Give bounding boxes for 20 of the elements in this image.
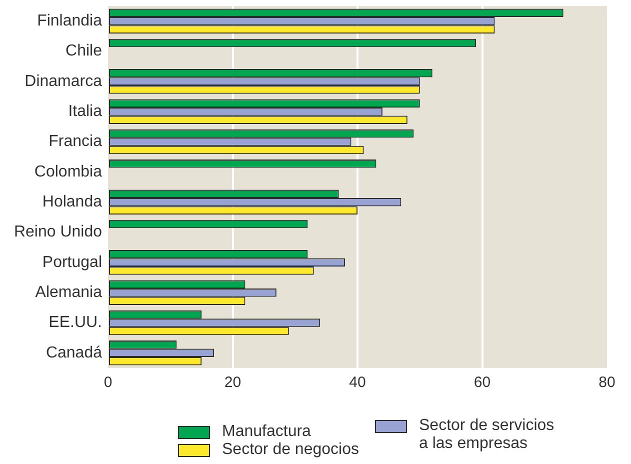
y-tick-label: Italia [68, 102, 102, 120]
legend-label: Sector de servicios a las empresas [419, 417, 556, 453]
y-tick-label: Chile [66, 42, 102, 60]
x-tick-label: 40 [349, 374, 366, 392]
y-tick-label: EE.UU. [48, 314, 102, 332]
y-tick-label: Dinamarca [24, 72, 102, 90]
x-tick-label: 20 [224, 374, 242, 392]
y-tick-label: Portugal [42, 254, 102, 271]
y-tick-label: Canadá [46, 344, 102, 362]
y-tick-label: Alemania [35, 284, 102, 301]
y-tick-label: Francia [48, 133, 102, 150]
y-tick-label: Colombia [34, 163, 102, 180]
x-tick-label: 0 [104, 374, 112, 392]
x-tick-label: 60 [474, 374, 491, 392]
y-tick-label: Finlandia [37, 12, 102, 30]
x-tick-label: 80 [598, 374, 616, 392]
y-tick-label: Holanda [42, 193, 102, 210]
legend-label: Sector de negocios [222, 441, 359, 459]
y-tick-label: Reino Unido [14, 224, 102, 241]
legend-label: Manufactura [222, 423, 311, 441]
